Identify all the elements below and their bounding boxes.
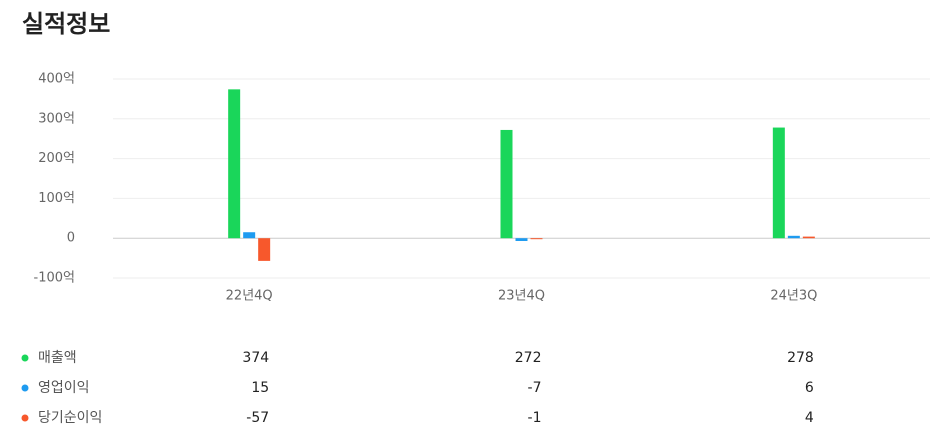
x-tick-label: 23년4Q [498, 289, 545, 304]
legend-label: 영업이익 [38, 380, 90, 396]
y-tick-label: 200억 [38, 151, 75, 166]
bar [500, 129, 513, 239]
table-value: 6 [805, 380, 814, 396]
x-tick-label: 24년3Q [770, 289, 817, 304]
table-value: -1 [528, 410, 542, 426]
bar [530, 238, 543, 240]
bar [787, 235, 800, 239]
y-tick-label: -100억 [34, 271, 75, 286]
y-tick-label: 300억 [38, 111, 75, 126]
bar [515, 238, 528, 241]
legend-dot [21, 414, 29, 422]
table-value: -57 [246, 410, 269, 426]
y-tick-label: 400억 [38, 72, 75, 87]
table-value: -7 [528, 380, 542, 396]
y-tick-label: 0 [67, 231, 75, 246]
y-tick-label: 100억 [38, 191, 75, 206]
table-value: 4 [805, 410, 814, 426]
table-value: 15 [251, 380, 269, 396]
bar [772, 127, 785, 239]
legend-dot [21, 384, 29, 392]
legend-label: 매출액 [38, 350, 77, 366]
table-value: 374 [242, 350, 269, 366]
bar [258, 238, 271, 261]
legend-label: 당기순이익 [38, 410, 102, 426]
bar [802, 236, 815, 239]
table-value: 272 [515, 350, 542, 366]
chart-title: 실적정보 [22, 10, 110, 38]
table-value: 278 [787, 350, 814, 366]
legend-dot [21, 354, 29, 362]
bar [243, 232, 256, 239]
x-tick-label: 22년4Q [226, 289, 273, 304]
bar [228, 89, 241, 239]
